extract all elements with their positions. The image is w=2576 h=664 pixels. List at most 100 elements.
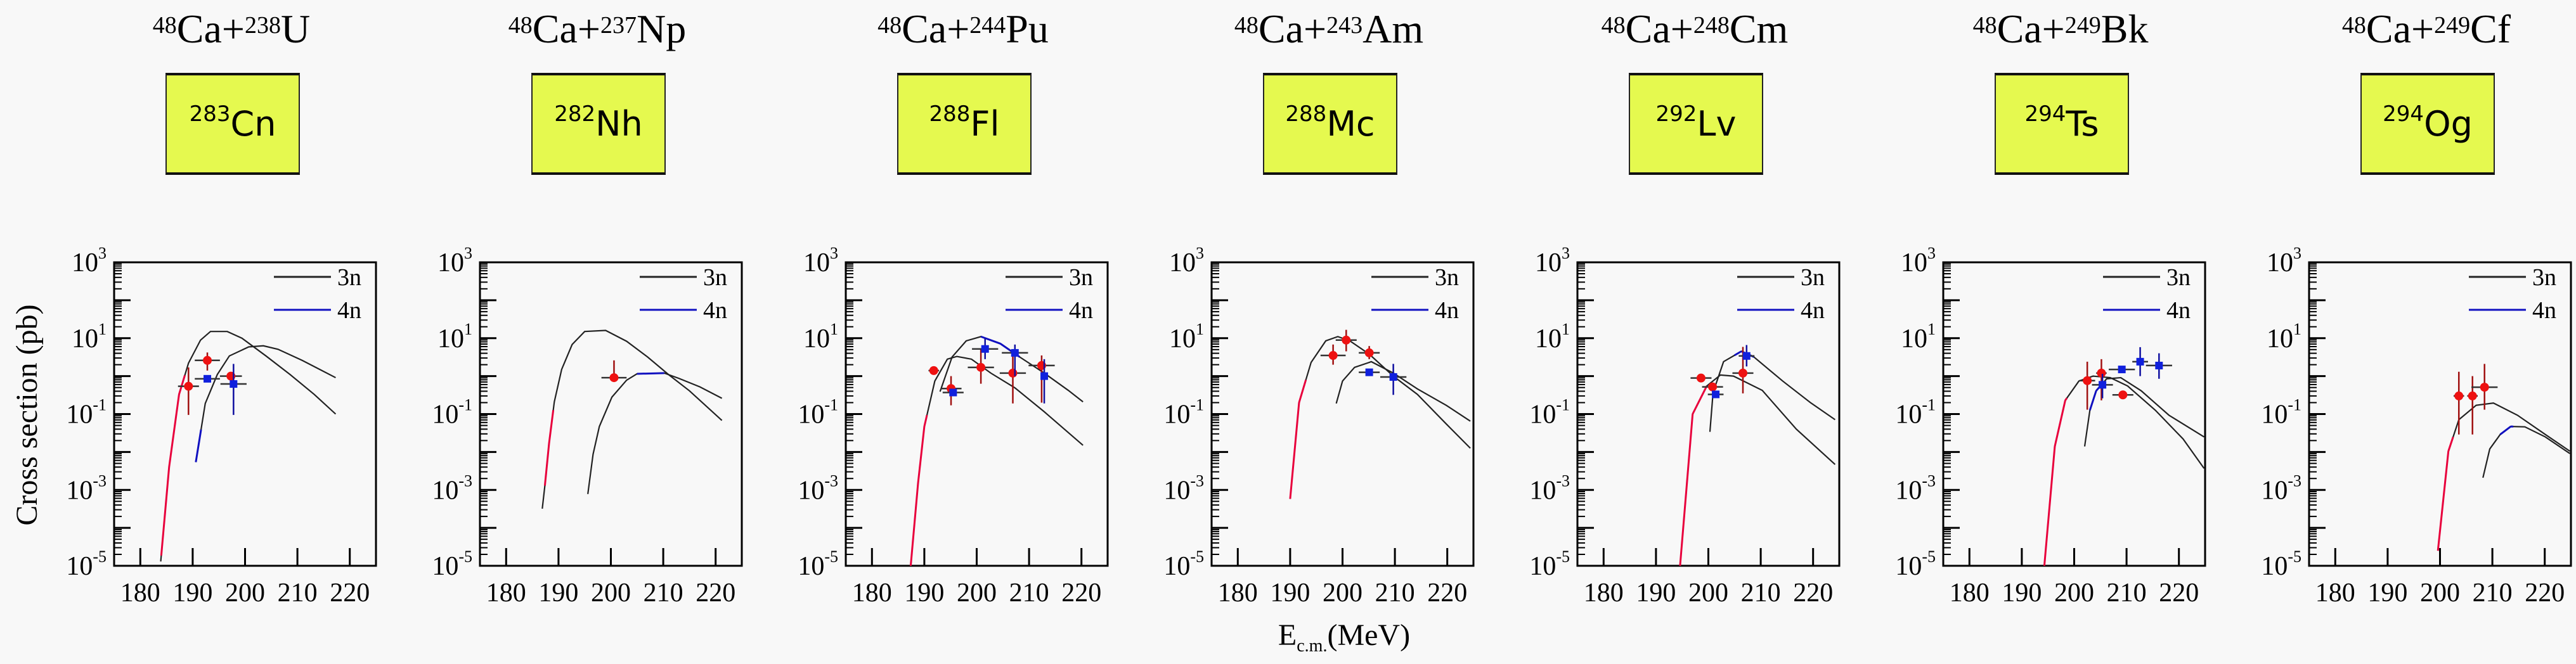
target-symbol: Bk: [2100, 6, 2149, 51]
data-point-3n: [2467, 376, 2478, 435]
x-tick-label: 180: [1950, 578, 1990, 608]
y-tick-label: 10-3: [432, 471, 472, 505]
y-tick-base: 10: [2261, 476, 2288, 505]
nucleus-symbol: Mc: [1326, 104, 1375, 144]
y-tick-base: 10: [1163, 552, 1190, 581]
target-symbol: Am: [1362, 6, 1424, 51]
y-tick-base: 10: [1901, 324, 1927, 354]
x-tick-label: 190: [172, 578, 212, 608]
target-symbol: Cf: [2470, 6, 2511, 51]
y-tick-label: 10-5: [432, 547, 472, 581]
x-tick-label: 190: [538, 578, 578, 608]
target-mass: 248: [1693, 12, 1730, 39]
projectile-symbol: Ca: [1258, 6, 1304, 51]
x-tick-label: 180: [1218, 578, 1258, 608]
data-point-3n: [1320, 344, 1346, 365]
y-tick-base: 10: [2261, 400, 2288, 430]
curve-4n-highlight: [2499, 425, 2514, 435]
y-tick-exponent: -3: [1556, 471, 1570, 490]
y-tick-exponent: -5: [1556, 547, 1570, 566]
marker-square: [949, 388, 957, 397]
y-tick-exponent: -1: [1190, 396, 1204, 414]
plus-sign: +: [221, 6, 245, 51]
y-tick-label: 101: [803, 320, 838, 354]
y-tick-label: 10-5: [1163, 547, 1204, 581]
y-tick-exponent: 1: [464, 320, 472, 338]
y-tick-exponent: 3: [98, 244, 107, 262]
data-point-4n: [972, 338, 999, 359]
y-tick-exponent: -1: [93, 396, 107, 414]
nucleus-mass: 294: [2383, 101, 2424, 127]
plus-sign: +: [1304, 6, 1327, 51]
curve-3n-highlight: [1679, 385, 1708, 566]
data-point-3n: [2096, 359, 2107, 400]
x-tick-label: 180: [852, 578, 892, 608]
curve-3n-highlight: [543, 410, 555, 486]
y-tick-exponent: 3: [1562, 244, 1570, 262]
y-tick-label: 103: [437, 244, 472, 278]
target-symbol: Cm: [1729, 6, 1789, 51]
data-point-3n: [968, 348, 994, 384]
curve-3n-highlight: [1289, 380, 1307, 499]
y-tick-label: 10-5: [66, 547, 107, 581]
y-tick-base: 10: [1895, 400, 1922, 430]
y-tick-base: 10: [1529, 552, 1556, 581]
data-point-4n: [1359, 368, 1380, 376]
marker-circle: [1738, 368, 1748, 378]
projectile-mass: 48: [1601, 12, 1626, 39]
data-point-3n: [2079, 361, 2095, 410]
x-tick-label: 190: [2367, 578, 2407, 608]
x-tick-label: 190: [1636, 578, 1676, 608]
data-point-3n: [1359, 346, 1380, 359]
marker-circle: [2097, 368, 2106, 378]
x-axis-label-sub: c.m.: [1297, 636, 1327, 656]
y-tick-label: 10-5: [2261, 547, 2301, 581]
compound-nucleus-label: 294Og: [2383, 101, 2473, 144]
y-tick-base: 10: [803, 324, 830, 354]
data-point-3n: [1702, 382, 1723, 392]
data-point-3n: [2471, 364, 2498, 410]
y-tick-label: 101: [1169, 320, 1204, 354]
y-tick-base: 10: [1169, 324, 1196, 354]
marker-circle: [2118, 390, 2128, 400]
plus-sign: +: [577, 6, 600, 51]
compound-nucleus-label: 288Fl: [929, 101, 1000, 144]
y-tick-label: 10-1: [66, 396, 107, 430]
projectile-mass: 48: [877, 12, 902, 39]
data-point-4n: [2092, 373, 2113, 399]
curve-4n: [587, 372, 723, 494]
y-tick-label: 10-1: [2261, 396, 2301, 430]
data-point-4n: [1707, 390, 1724, 399]
y-tick-base: 10: [432, 552, 458, 581]
plot-frame: [1942, 261, 2206, 567]
curve-4n: [195, 345, 336, 463]
y-tick-exponent: -5: [1922, 547, 1936, 566]
data-point-4n: [220, 364, 247, 415]
legend-label-3n: 3n: [337, 264, 361, 291]
x-tick-label: 200: [2420, 578, 2460, 608]
x-tick-label: 220: [1061, 578, 1101, 608]
projectile-symbol: Ca: [1625, 6, 1671, 51]
nucleus-mass: 288: [1285, 101, 1327, 127]
y-tick-exponent: 3: [1927, 244, 1936, 262]
x-tick-label: 220: [1427, 578, 1467, 608]
marker-circle: [1708, 382, 1718, 392]
plus-sign: +: [947, 6, 970, 51]
y-tick-exponent: 1: [1927, 320, 1936, 338]
y-tick-exponent: -1: [824, 396, 838, 414]
y-tick-exponent: -3: [458, 471, 472, 490]
marker-square: [230, 380, 238, 388]
data-point-4n: [195, 374, 220, 383]
nucleus-mass: 283: [189, 101, 231, 127]
marker-square: [204, 374, 212, 383]
target-mass: 249: [2064, 12, 2101, 39]
projectile-symbol: Ca: [176, 6, 222, 51]
marker-circle: [1696, 373, 1705, 383]
y-tick-base: 10: [432, 476, 458, 505]
x-tick-label: 210: [644, 578, 683, 608]
y-tick-exponent: 1: [98, 320, 107, 338]
